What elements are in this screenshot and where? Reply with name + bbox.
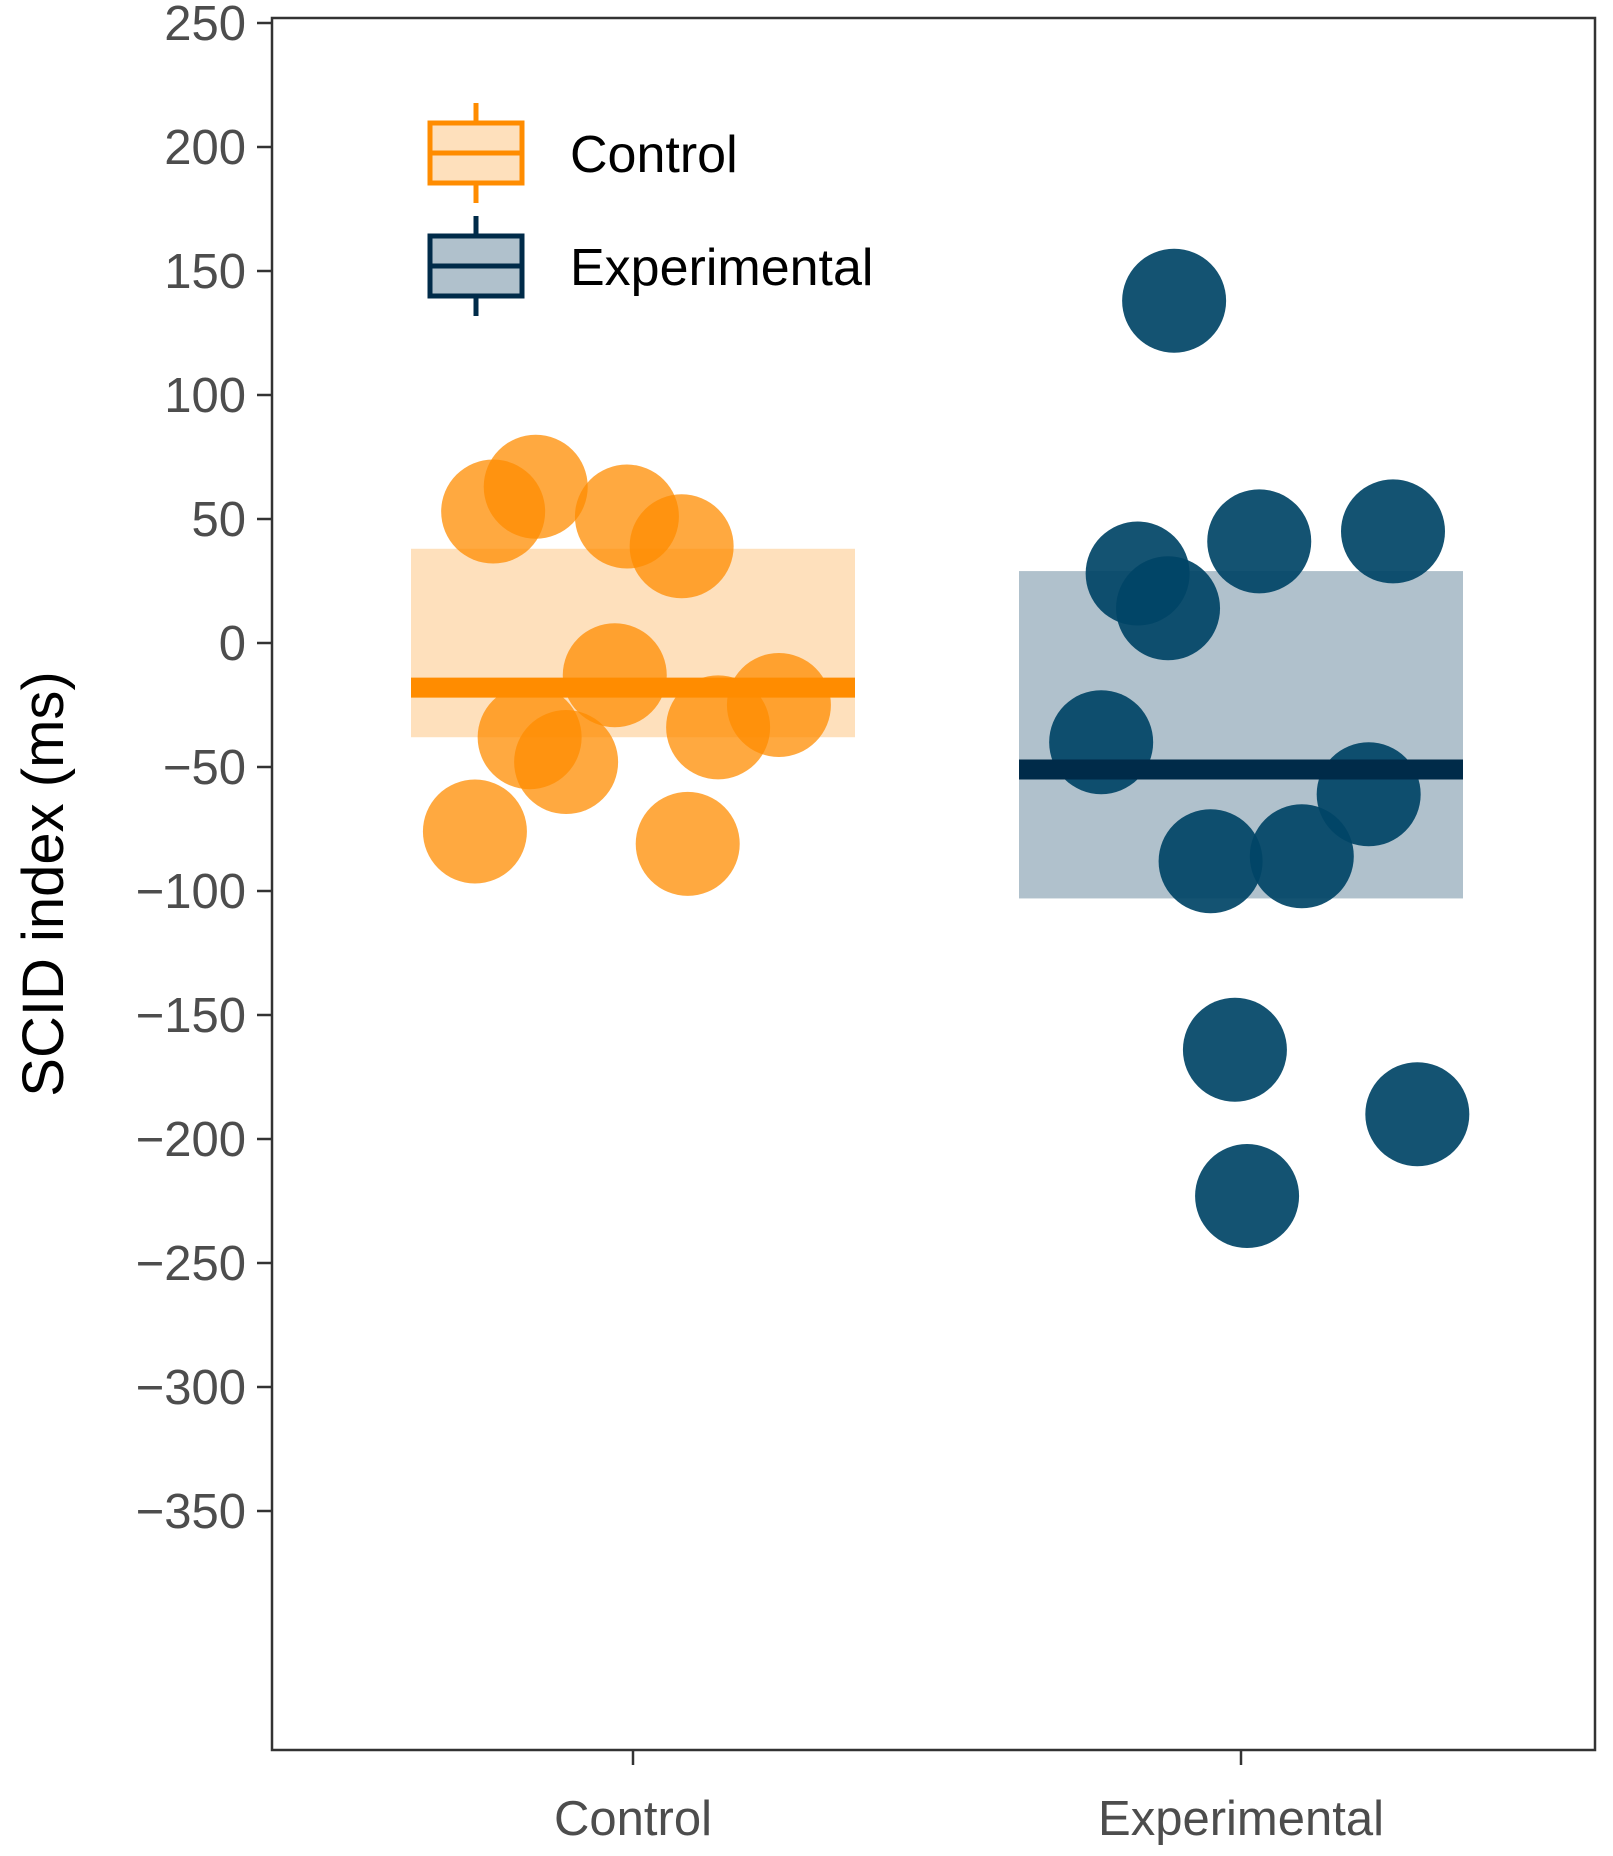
legend-label: Experimental: [570, 239, 873, 297]
data-point: [629, 494, 734, 599]
y-axis: 250 200 150 100 50 0 −50 −100 −150 −200 −250 −300 −3…: [136, 0, 272, 1539]
data-point: [1341, 479, 1445, 584]
center-lines: [411, 677, 1463, 780]
x-axis: Control Experimental: [554, 1750, 1384, 1846]
data-point: [514, 710, 619, 815]
y-tick-label: 250: [164, 0, 246, 51]
data-point: [1195, 1144, 1300, 1249]
panel-border: [270, 16, 1597, 1752]
y-tick-label: 150: [164, 245, 246, 299]
data-point: [1122, 248, 1227, 353]
y-axis-title: SCID index (ms): [11, 671, 76, 1096]
y-tick-label: 0: [219, 617, 246, 671]
data-point: [1158, 809, 1263, 914]
y-tick-label: −300: [136, 1361, 246, 1415]
data-point: [483, 434, 588, 539]
data-point: [562, 623, 667, 728]
y-tick-label: 100: [164, 369, 246, 423]
legend-label: Control: [570, 126, 738, 184]
legend: Control Experimental: [427, 103, 873, 316]
y-tick-label: −50: [163, 741, 246, 795]
x-tick-label: Experimental: [1098, 1792, 1384, 1846]
data-point: [1207, 489, 1312, 594]
y-tick-label: −250: [136, 1237, 246, 1291]
y-tick-label: 50: [191, 493, 246, 547]
y-tick-label: 200: [164, 121, 246, 175]
data-point: [1116, 556, 1221, 661]
data-point: [1182, 997, 1287, 1102]
data-point: [635, 791, 740, 896]
y-tick-label: −150: [136, 989, 246, 1043]
x-tick-label: Control: [554, 1792, 712, 1846]
y-tick-label: −350: [136, 1485, 246, 1539]
data-point: [1365, 1062, 1470, 1167]
data-point: [1249, 804, 1354, 909]
y-tick-label: −200: [136, 1113, 246, 1167]
y-tick-label: −100: [136, 865, 246, 919]
data-point: [422, 779, 527, 884]
data-point: [726, 653, 831, 757]
